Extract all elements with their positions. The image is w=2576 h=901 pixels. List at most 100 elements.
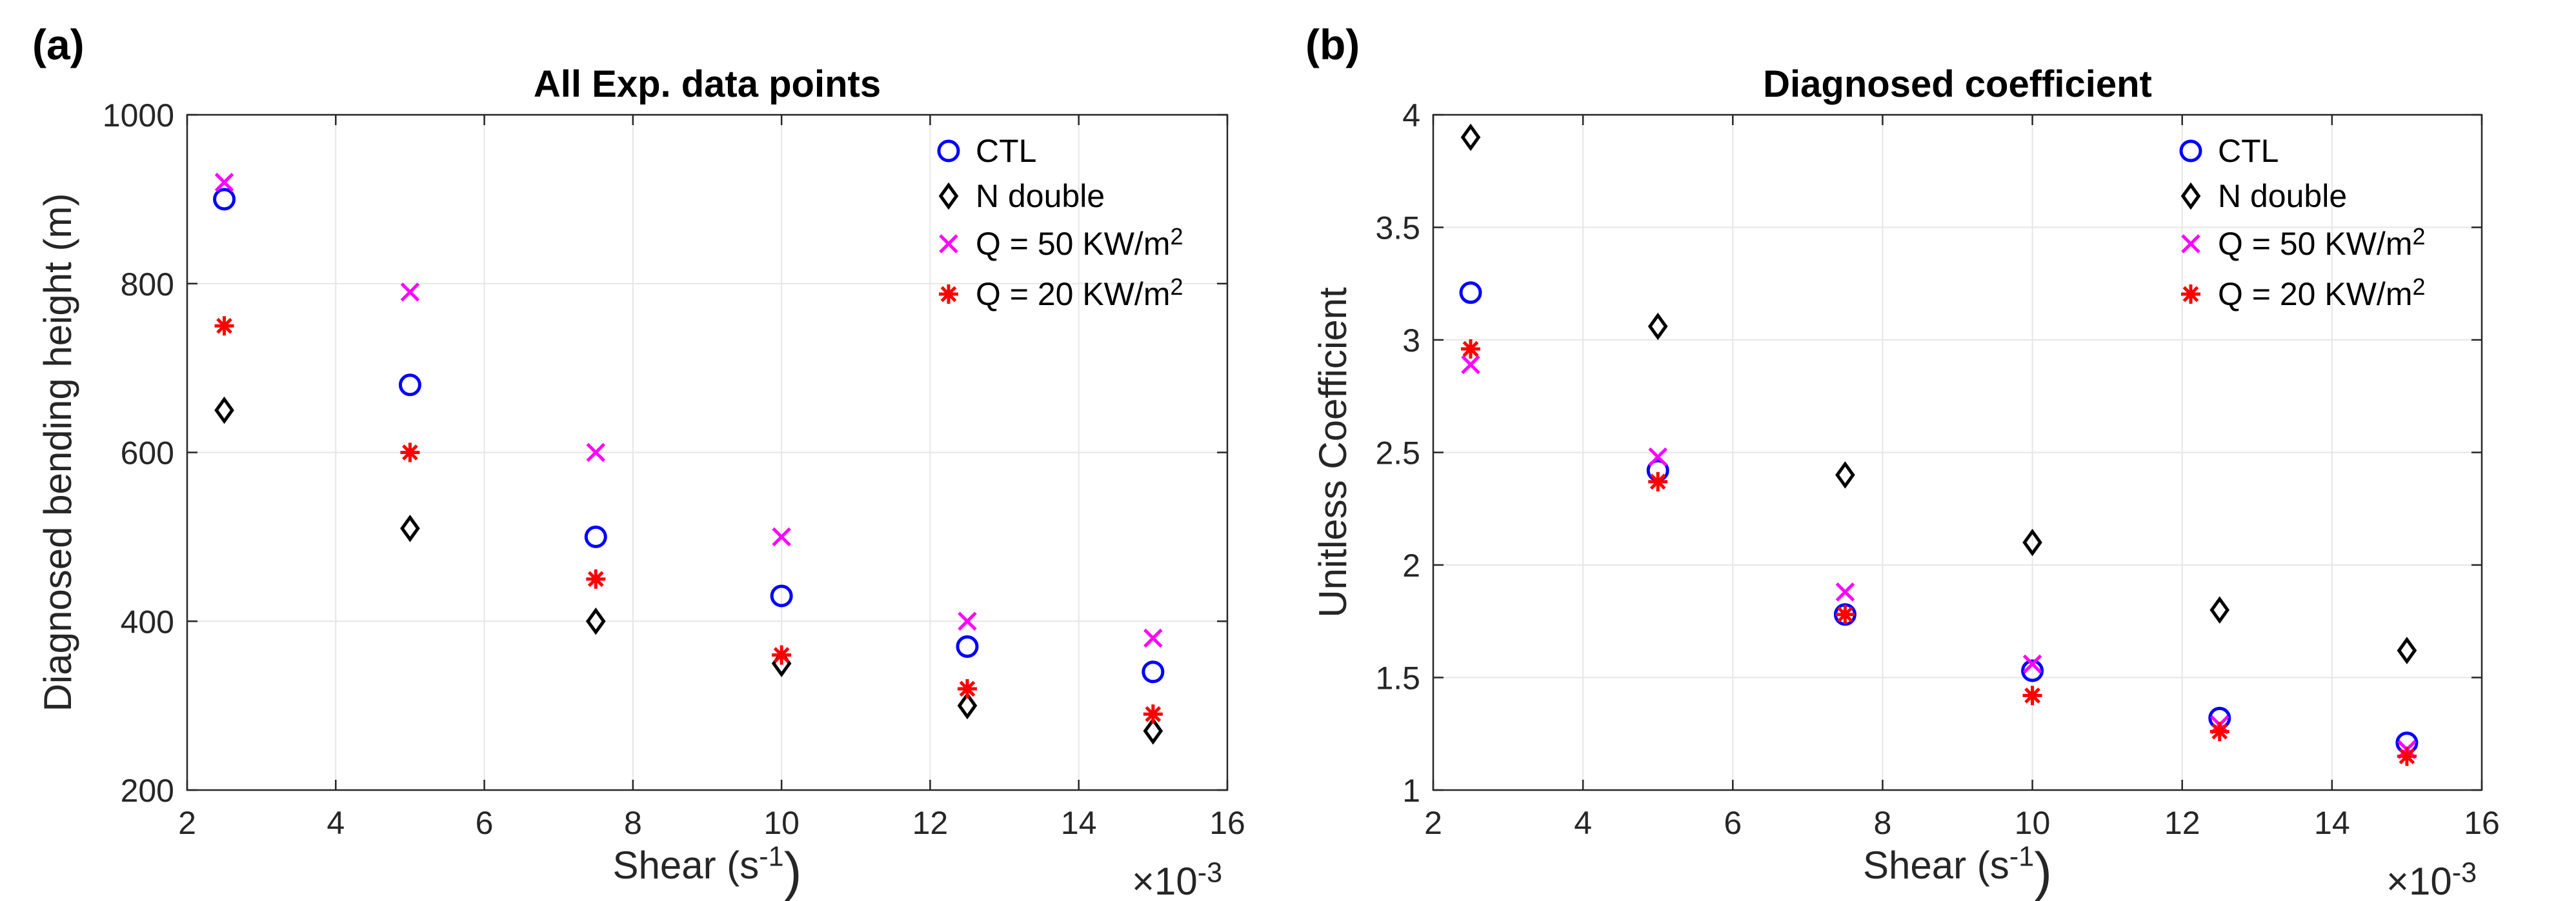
data-point — [1142, 660, 1165, 684]
x-axis-label-main: Shear (s — [613, 844, 760, 887]
legend-entry-sup: 2 — [2412, 273, 2425, 300]
y-tick-label: 200 — [121, 773, 174, 809]
data-point — [1459, 281, 1482, 304]
data-point — [584, 525, 607, 548]
x-axis-multiplier-sup: -3 — [2452, 858, 2477, 889]
chart-title: Diagnosed coefficient — [1763, 63, 2152, 105]
legend-entry: N double — [976, 178, 1105, 214]
data-point — [214, 396, 234, 424]
x-tick-label: 12 — [912, 805, 949, 841]
data-point — [957, 691, 978, 720]
x-axis-label-sup: -1 — [2009, 842, 2034, 873]
y-tick-label: 3.5 — [1375, 210, 1420, 246]
legend-entry-sup: 2 — [1170, 273, 1183, 300]
legend-entry-main: N double — [2218, 178, 2347, 214]
legend-entry: N double — [2218, 178, 2347, 214]
data-point — [1648, 471, 1668, 491]
legend-marker — [939, 284, 958, 304]
data-point — [2209, 722, 2229, 742]
x-tick-label: 14 — [1061, 805, 1097, 841]
y-tick-label: 1 — [1402, 773, 1420, 809]
series-diamond — [1460, 123, 2417, 664]
x-tick-label: 6 — [476, 805, 494, 841]
legend-entry-main: Q = 50 KW/m — [2218, 226, 2412, 262]
series-asterisk — [1461, 339, 2417, 766]
legend-entry-sup: 2 — [1170, 223, 1183, 250]
y-axis-label: Unitless Coefficient — [1311, 287, 1354, 618]
legend-marker — [938, 182, 959, 210]
legend-entry-main: Q = 20 KW/m — [2218, 276, 2412, 312]
data-point — [1460, 123, 1481, 152]
x-axis-label-tail: ) — [2034, 842, 2052, 901]
series-x — [214, 172, 1163, 648]
data-point — [772, 527, 791, 547]
x-tick-label: 8 — [624, 805, 642, 841]
y-tick-label: 1.5 — [1375, 660, 1420, 697]
x-tick-label: 2 — [1424, 805, 1442, 841]
legend-entry-main: N double — [976, 178, 1105, 214]
legend-entry: Q = 50 KW/m2 — [976, 223, 1183, 262]
axes-box — [1432, 114, 2483, 791]
x-tick-label: 16 — [2464, 805, 2500, 841]
legend-entry: CTL — [976, 133, 1036, 169]
x-tick-label: 16 — [1209, 805, 1245, 841]
legend-entry-main: CTL — [976, 133, 1036, 169]
data-point — [398, 373, 421, 397]
x-axis-multiplier-sup: -3 — [1198, 858, 1222, 889]
data-point — [1835, 582, 1855, 602]
y-tick-label: 2 — [1402, 548, 1420, 584]
data-point — [586, 442, 606, 462]
data-point — [1835, 604, 1855, 624]
data-point — [1461, 339, 1481, 359]
data-point — [772, 645, 792, 665]
legend-entry: Q = 50 KW/m2 — [2218, 223, 2426, 262]
data-point — [2021, 659, 2044, 682]
y-axis-label: Diagnosed bending height (m) — [36, 193, 79, 712]
legend-marker — [2179, 139, 2202, 163]
data-point — [1835, 461, 1855, 489]
x-tick-label: 2 — [178, 805, 196, 841]
data-point — [586, 569, 606, 589]
data-point — [1461, 355, 1480, 375]
data-point — [2022, 528, 2042, 557]
x-tick-label: 4 — [327, 805, 345, 841]
legend-marker — [2180, 182, 2201, 210]
x-tick-label: 10 — [763, 805, 800, 841]
y-tick-label: 1000 — [103, 97, 174, 134]
series-asterisk — [214, 316, 1163, 724]
legend-marker — [937, 139, 960, 163]
legend-entry: CTL — [2218, 133, 2279, 169]
x-axis-label-sup: -1 — [759, 842, 783, 873]
x-axis-multiplier: ×10-3 — [2386, 858, 2477, 901]
x-axis-label-tail: ) — [784, 842, 802, 901]
data-point — [2397, 637, 2417, 664]
x-tick-label: 8 — [1874, 805, 1892, 841]
series-circle — [213, 188, 1165, 684]
legend-entry-main: Q = 50 KW/m — [976, 226, 1170, 262]
y-tick-label: 2.5 — [1375, 435, 1420, 471]
data-point — [1647, 312, 1668, 341]
x-tick-label: 6 — [1724, 805, 1742, 841]
y-tick-label: 600 — [121, 435, 174, 471]
data-point — [213, 188, 236, 211]
data-point — [2397, 746, 2417, 766]
x-tick-label: 14 — [2314, 805, 2350, 841]
data-point — [1143, 704, 1163, 724]
data-point — [1143, 717, 1163, 745]
data-point — [2209, 596, 2230, 624]
legend-marker — [2181, 234, 2200, 253]
x-axis-label: Shear (s-1) — [1863, 842, 2052, 901]
data-point — [585, 607, 606, 635]
data-point — [2022, 686, 2042, 706]
x-tick-label: 12 — [2164, 805, 2200, 841]
legend-entry-sup: 2 — [2412, 223, 2425, 250]
y-tick-label: 800 — [121, 266, 174, 302]
data-point — [400, 282, 420, 302]
x-tick-label: 4 — [1574, 805, 1592, 841]
data-point — [958, 611, 977, 631]
y-tick-label: 400 — [121, 604, 174, 640]
chart-panel-2: 2 4 6 8 10 12 14 16 1 1.5 2 2.5 3 3.5 4 ×10-3 Diagnosed … — [1305, 21, 2500, 901]
data-point — [214, 316, 234, 336]
